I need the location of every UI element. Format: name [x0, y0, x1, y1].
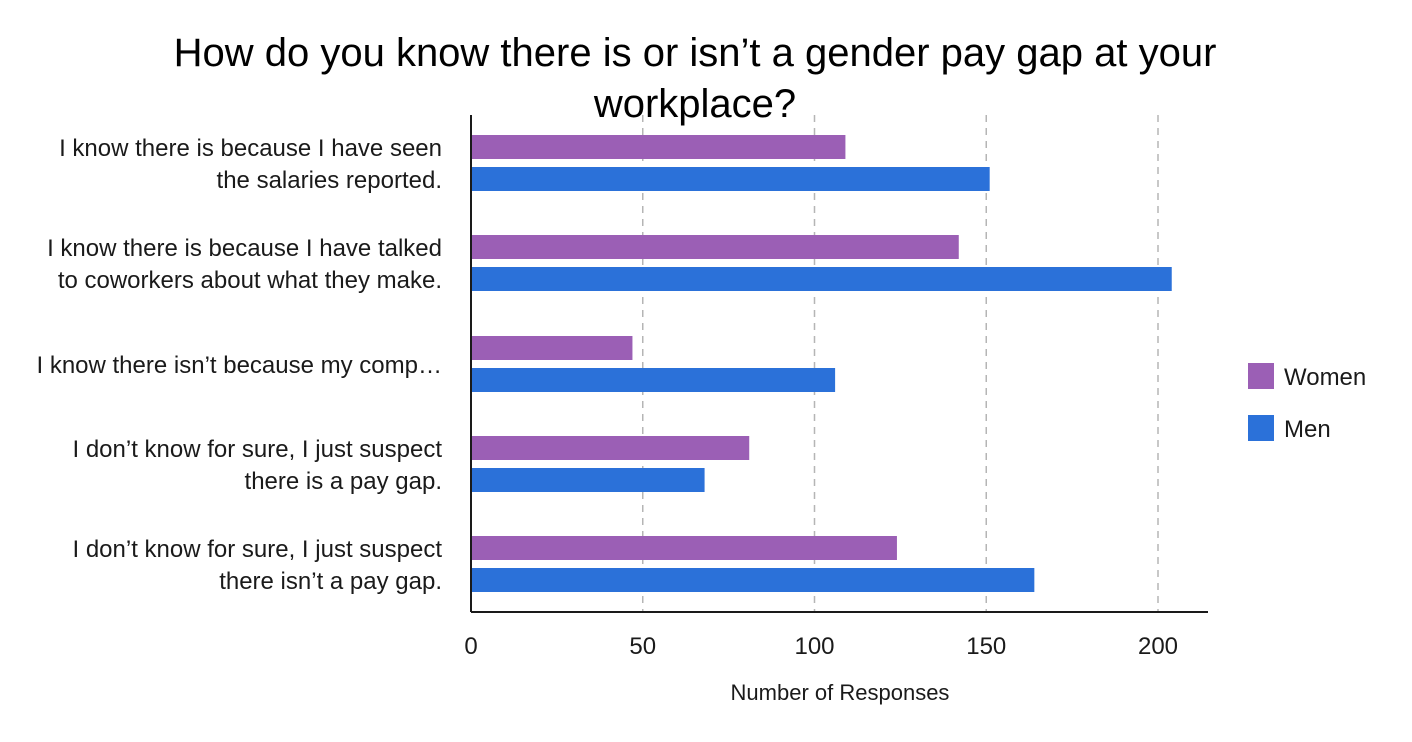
- x-tick-label: 100: [794, 633, 834, 660]
- bar-men-0: [471, 167, 990, 191]
- category-label: there is a pay gap.: [245, 468, 442, 495]
- x-tick-label: 0: [464, 633, 477, 660]
- category-label: I don’t know for sure, I just suspect: [72, 436, 442, 463]
- category-label: I know there is because I have talked: [47, 235, 442, 262]
- category-label: there isn’t a pay gap.: [219, 568, 442, 595]
- chart-title-line: How do you know there is or isn’t a gend…: [174, 31, 1217, 75]
- legend-label-men: Men: [1284, 416, 1331, 443]
- category-label: to coworkers about what they make.: [58, 267, 442, 294]
- bar-women-1: [471, 235, 959, 259]
- bar-men-3: [471, 468, 705, 492]
- x-tick-label: 200: [1138, 633, 1178, 660]
- label-layer: 0 50 100 150 200 I know there is because I ha…: [36, 135, 1178, 705]
- axis-layer: [470, 115, 1208, 613]
- category-label: I know there isn’t because my comp…: [36, 352, 442, 379]
- grid-layer: [642, 115, 1159, 612]
- x-tick-label: 150: [966, 633, 1006, 660]
- bar-men-2: [471, 368, 836, 392]
- bar-women-0: [471, 135, 846, 159]
- legend: Women Men: [1248, 363, 1366, 443]
- category-label: the salaries reported.: [217, 167, 442, 194]
- legend-swatch-women: [1248, 363, 1274, 389]
- bar-men-4: [471, 568, 1035, 592]
- legend-swatch-men: [1248, 415, 1274, 441]
- chart-title-line: workplace?: [593, 82, 796, 126]
- x-axis-title: Number of Responses: [731, 680, 950, 705]
- category-label: I don’t know for sure, I just suspect: [72, 536, 442, 563]
- legend-label-women: Women: [1284, 364, 1366, 391]
- x-tick-label: 50: [629, 633, 656, 660]
- chart-title: How do you know there is or isn’t a gend…: [174, 31, 1217, 126]
- bar-men-1: [471, 267, 1172, 291]
- bar-layer: [471, 135, 1172, 592]
- bar-women-3: [471, 436, 750, 460]
- category-label: I know there is because I have seen: [59, 135, 442, 162]
- bar-women-4: [471, 536, 897, 560]
- bar-women-2: [471, 336, 633, 360]
